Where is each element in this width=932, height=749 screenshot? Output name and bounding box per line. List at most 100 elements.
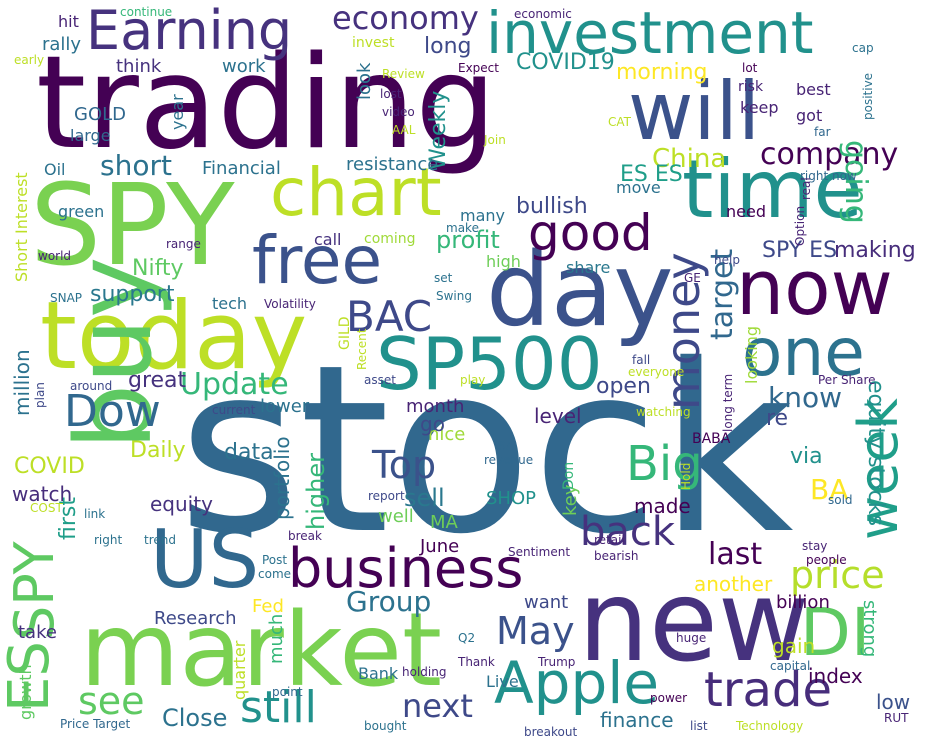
word-trump: Trump <box>538 655 576 669</box>
word-many: many <box>460 206 505 225</box>
word-rut: RUT <box>884 711 909 725</box>
word-last: last <box>708 537 763 572</box>
word-range: range <box>166 237 201 251</box>
word-look: look <box>354 62 375 100</box>
word-today: today <box>40 282 308 391</box>
word-review: Review <box>382 67 425 81</box>
word-everyone: everyone <box>628 365 685 379</box>
word-re: re <box>766 406 789 431</box>
word-lot: lot <box>742 61 758 75</box>
word-day: day <box>486 231 674 350</box>
word-need: need <box>726 202 766 221</box>
word-top: Top <box>372 443 437 487</box>
word-cat: CAT <box>608 115 631 129</box>
word-bac: BAC <box>346 292 433 341</box>
word-low: low <box>876 690 911 714</box>
word-trade: trade <box>704 662 832 718</box>
word-apple: Apple <box>494 649 660 717</box>
word-stay: stay <box>802 539 828 553</box>
word-strong: strong <box>859 600 880 658</box>
word-real: real <box>799 177 813 200</box>
word-share: share <box>566 258 611 277</box>
word-spy-es: SPY ES <box>762 238 838 263</box>
word-one: one <box>742 314 865 391</box>
word-us: US <box>150 513 260 606</box>
word-point: point <box>272 685 303 699</box>
word-asset: asset <box>364 373 396 387</box>
word-time: time <box>682 143 863 236</box>
word-price-target: Price Target <box>60 717 131 731</box>
word-price: price <box>790 553 885 597</box>
word-call: call <box>314 230 342 249</box>
word-green: green <box>58 202 105 221</box>
word-baba: BABA <box>692 431 731 447</box>
word-video: video <box>382 105 415 119</box>
word-hold: Hold <box>679 462 693 490</box>
word-think: think <box>116 56 162 77</box>
word-set: set <box>434 271 453 285</box>
word-ge: GE <box>684 271 701 285</box>
word-tech: tech <box>212 294 248 313</box>
word-lost: lost <box>380 87 402 101</box>
word-volatility: Volatility <box>264 297 316 311</box>
word-portfolio: portfolio <box>270 436 294 520</box>
word-sa: SA <box>498 439 515 453</box>
word-quarter: quarter <box>230 640 249 700</box>
word-morning: morning <box>616 60 708 85</box>
word-di: DI <box>800 594 871 671</box>
word-equity: equity <box>150 492 213 516</box>
word-investment: investment <box>486 0 814 67</box>
word-around: around <box>70 379 113 393</box>
word-economy: economy <box>332 0 479 37</box>
word-shop: SHOP <box>486 488 536 509</box>
word-may: May <box>496 609 575 653</box>
word-list: list <box>690 719 708 733</box>
word-covid: COVID <box>14 454 85 479</box>
word-retail: retail <box>594 533 625 547</box>
word-index: index <box>808 664 863 688</box>
word-watch: watch <box>12 482 73 506</box>
word-cap: cap <box>852 41 874 55</box>
word-come: come <box>258 567 292 581</box>
word-best: best <box>796 80 831 99</box>
word-looking: looking <box>742 325 761 384</box>
word-economic: economic <box>514 7 572 21</box>
word-close: Close <box>162 704 228 732</box>
word-bullish: bullish <box>516 194 588 219</box>
word-fall: fall <box>632 353 651 367</box>
word-large: large <box>70 126 111 145</box>
word-rally: rally <box>42 34 82 55</box>
word-right: right <box>94 533 123 547</box>
word-don: Don <box>561 461 577 490</box>
word-bought: bought <box>364 719 407 733</box>
word-report: report <box>368 489 405 503</box>
word-good: good <box>528 204 653 262</box>
word-now: now <box>736 243 893 332</box>
word-billion: billion <box>776 592 830 613</box>
word-research: Research <box>154 608 237 629</box>
word-equity-stocks: equity stocks <box>863 380 888 527</box>
word-growth: growth <box>16 664 35 720</box>
word-market: market <box>80 591 442 710</box>
word-dow: Dow <box>64 386 161 437</box>
word-another: another <box>694 572 773 596</box>
word-spy-large: SPY <box>30 161 235 291</box>
word-gild: GILD <box>337 316 353 350</box>
word-making: making <box>834 238 916 263</box>
word-sp500: SP500 <box>376 322 603 406</box>
word-far: far <box>814 125 831 139</box>
word-month: month <box>406 396 465 417</box>
word-new: new <box>578 557 810 687</box>
word-snap: SNAP <box>50 291 83 305</box>
word-want: want <box>524 592 569 613</box>
word-great: great <box>128 368 187 393</box>
word-well: well <box>378 506 414 527</box>
word-capital: capital <box>770 659 811 673</box>
word-link: link <box>84 507 106 521</box>
word-technology: Technology <box>736 719 804 733</box>
word-plan: plan <box>33 382 47 408</box>
word-thank: Thank <box>458 655 495 669</box>
word-covid19: COVID19 <box>516 50 615 75</box>
word-revenue: revenue <box>484 453 534 467</box>
